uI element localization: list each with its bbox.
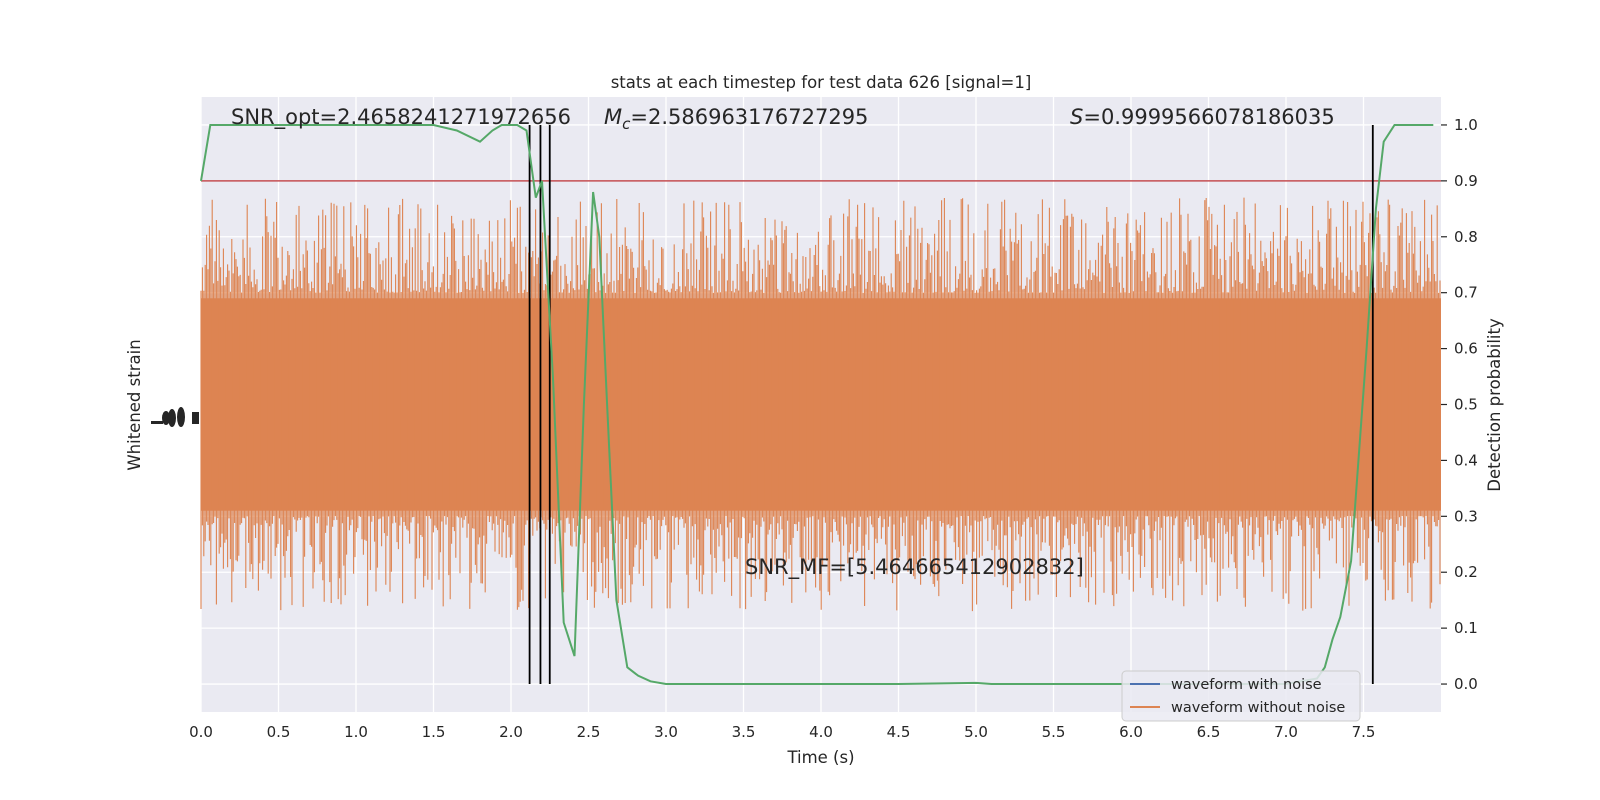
y-tick-label: 0.4 (1454, 451, 1478, 469)
noise-spikes (200, 197, 1441, 612)
left-axis-tick-glyphs (151, 407, 199, 427)
x-tick-label: 0.0 (189, 723, 213, 741)
x-tick-label: 3.5 (732, 723, 756, 741)
y-axis-label-left: Whitened strain (125, 339, 144, 470)
x-tick-label: 2.0 (499, 723, 523, 741)
y-tick-label: 0.7 (1454, 284, 1478, 302)
chart-title: stats at each timestep for test data 626… (611, 73, 1032, 92)
x-tick-label: 7.0 (1274, 723, 1298, 741)
y-tick-label: 0.1 (1454, 619, 1478, 637)
detection-probability-line (200, 124, 1434, 685)
x-tick-label: 2.5 (577, 723, 601, 741)
x-tick-label: 7.5 (1352, 723, 1376, 741)
y-tick-label: 0.2 (1454, 563, 1478, 581)
x-tick-label: 6.0 (1119, 723, 1143, 741)
x-tick-label: 6.5 (1197, 723, 1221, 741)
y-tick-label: 0.3 (1454, 507, 1478, 525)
x-tick-label: 0.5 (267, 723, 291, 741)
y-tick-label: 1.0 (1454, 116, 1478, 134)
x-ticks: 0.0 0.5 1.0 1.5 2.0 2.5 3.0 3.5 4.0 4.5 5.0 5.5 6.0 6… (189, 723, 1375, 741)
legend-label-with-noise: waveform with noise (1171, 677, 1322, 693)
snr-opt-annotation: SNR_opt=2.4658241271972656 (231, 105, 571, 130)
vertical-markers (528, 124, 1374, 685)
snr-mf-annotation: SNR_MF=[5.464665412902832] (745, 555, 1084, 580)
x-tick-label: 4.0 (809, 723, 833, 741)
y-axis-label-right: Detection probability (1485, 318, 1504, 492)
x-tick-label: 3.0 (654, 723, 678, 741)
chirp-mass-annotation: Mc=2.586963176727295 (604, 105, 868, 133)
waveform-without-noise-band (200, 197, 1441, 612)
y-tick-label: 0.8 (1454, 228, 1478, 246)
x-axis-label: Time (s) (786, 748, 854, 767)
x-tick-label: 5.5 (1042, 723, 1066, 741)
x-tick-label: 1.0 (344, 723, 368, 741)
y-tick-label: 0.0 (1454, 675, 1478, 693)
y-tick-label: 0.6 (1454, 340, 1478, 358)
score-annotation: S=0.9999566078186035 (1070, 105, 1335, 129)
y-tick-label: 0.9 (1454, 172, 1478, 190)
x-tick-label: 1.5 (422, 723, 446, 741)
x-tick-label: 4.5 (887, 723, 911, 741)
legend: waveform with noise waveform without noi… (1121, 670, 1361, 722)
legend-label-without-noise: waveform without noise (1171, 700, 1345, 716)
y-tick-label: 0.5 (1454, 396, 1478, 414)
probability-series (200, 124, 1434, 685)
y-ticks-right: 0.0 0.1 0.2 0.3 0.4 0.5 0.6 0.7 0.8 0.9 1.0 (1441, 116, 1478, 693)
x-tick-label: 5.0 (964, 723, 988, 741)
